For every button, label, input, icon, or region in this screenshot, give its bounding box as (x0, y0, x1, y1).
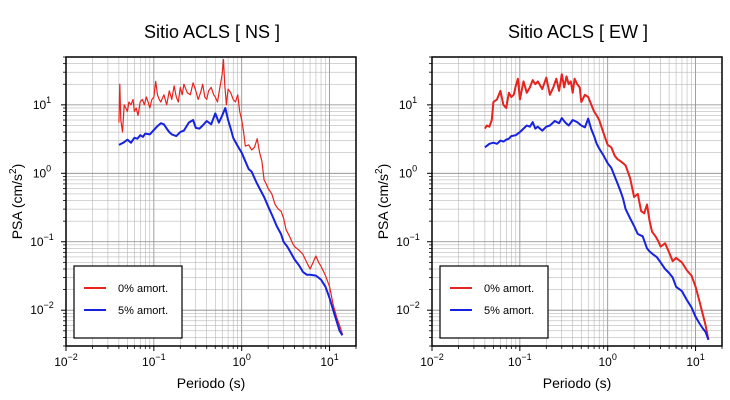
x-tick-base: 10 (142, 355, 156, 369)
legend-label: 0% amort. (484, 283, 534, 295)
y-tick-label: 100 (399, 163, 417, 180)
plot-frame (431, 56, 723, 347)
y-tick-exponent: 1 (412, 95, 417, 105)
series-line-damping-5 (484, 117, 710, 341)
y-tick-exponent: 0 (46, 163, 51, 173)
x-tick-exponent: 1 (334, 352, 339, 362)
y-axis-label-end: ) (9, 164, 25, 169)
legend: 0% amort. 5% amort. (73, 265, 183, 339)
legend-label: 0% amort. (118, 283, 168, 295)
x-tick-exponent: −2 (434, 352, 444, 362)
x-tick-base: 10 (686, 355, 700, 369)
x-tick-base: 10 (320, 355, 334, 369)
x-tick-label: 100 (233, 352, 251, 369)
y-tick-base: 10 (30, 303, 44, 317)
x-axis-label: Periodo (s) (177, 375, 245, 391)
x-tick-exponent: 0 (612, 352, 617, 362)
x-tick-label: 10−2 (420, 352, 444, 369)
x-tick-exponent: −1 (521, 352, 531, 362)
x-tick-label: 10−1 (508, 352, 532, 369)
y-tick-exponent: −2 (410, 300, 420, 310)
y-tick-label: 10−1 (30, 232, 54, 249)
chart-title: Sitio ACLS [ EW ] (508, 22, 648, 42)
x-tick-exponent: −2 (68, 352, 78, 362)
y-tick-exponent: 1 (46, 95, 51, 105)
y-tick-exponent: 0 (412, 163, 417, 173)
series-line-damping-5 (118, 107, 344, 336)
y-axis-label: PSA (cm/s2) (374, 164, 391, 240)
legend-box (439, 265, 549, 339)
chart-title: Sitio ACLS [ NS ] (144, 22, 280, 42)
y-axis-label-main: PSA (cm/s (375, 174, 391, 239)
y-tick-base: 10 (33, 98, 47, 112)
y-axis-label: PSA (cm/s2) (8, 164, 25, 240)
y-axis-label-end: ) (375, 164, 391, 169)
y-tick-exponent: −1 (44, 232, 54, 242)
x-tick-label: 101 (686, 352, 704, 369)
grid (65, 56, 357, 347)
y-tick-base: 10 (399, 98, 413, 112)
x-tick-base: 10 (508, 355, 522, 369)
x-tick-exponent: −1 (155, 352, 165, 362)
series-line-damping-0 (118, 58, 343, 335)
y-tick-base: 10 (30, 235, 44, 249)
y-tick-label: 101 (33, 95, 51, 112)
legend-label: 5% amort. (118, 305, 168, 317)
y-tick-base: 10 (33, 166, 47, 180)
plot-frame (65, 56, 357, 347)
series-line-damping-0 (484, 73, 710, 340)
y-tick-label: 100 (33, 163, 51, 180)
x-tick-exponent: 1 (700, 352, 705, 362)
x-tick-exponent: 0 (246, 352, 251, 362)
legend: 0% amort. 5% amort. (439, 265, 549, 339)
y-tick-label: 10−2 (30, 300, 54, 317)
x-tick-base: 10 (420, 355, 434, 369)
x-tick-base: 10 (54, 355, 68, 369)
x-tick-base: 10 (233, 355, 247, 369)
legend-label: 5% amort. (484, 305, 534, 317)
y-tick-exponent: −2 (44, 300, 54, 310)
y-tick-base: 10 (396, 303, 410, 317)
x-tick-label: 101 (320, 352, 338, 369)
x-axis-label: Periodo (s) (543, 375, 611, 391)
y-tick-label: 10−1 (396, 232, 420, 249)
y-axis-label-superscript: 2 (374, 168, 385, 174)
y-tick-label: 101 (399, 95, 417, 112)
y-tick-base: 10 (396, 235, 410, 249)
y-tick-label: 10−2 (396, 300, 420, 317)
x-tick-label: 10−2 (54, 352, 78, 369)
x-tick-label: 10−1 (142, 352, 166, 369)
y-tick-base: 10 (399, 166, 413, 180)
x-tick-label: 100 (599, 352, 617, 369)
y-axis-label-main: PSA (cm/s (9, 174, 25, 239)
y-axis-label-superscript: 2 (8, 168, 19, 174)
legend-box (73, 265, 183, 339)
x-tick-base: 10 (599, 355, 613, 369)
y-tick-exponent: −1 (410, 232, 420, 242)
